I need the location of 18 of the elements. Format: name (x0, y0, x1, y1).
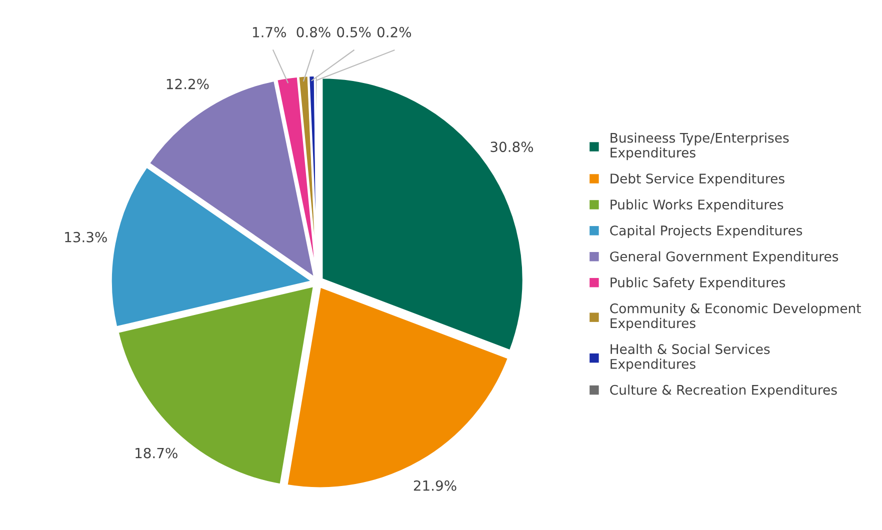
data-label: 0.2% (377, 26, 412, 38)
legend-label: Public Safety Expenditures (610, 277, 786, 290)
legend-label: Debt Service Expenditures (610, 173, 784, 186)
data-label: 12.2% (166, 78, 209, 90)
legend-label: Health & Social Services Expenditures (610, 344, 770, 372)
data-label: 0.8% (296, 26, 330, 38)
legend-label: General Government Expenditures (610, 251, 838, 264)
data-label: 30.8% (490, 142, 534, 152)
data-label: 13.3% (65, 232, 107, 242)
legend-label: Public Works Expenditures (610, 199, 784, 212)
legend-label: Culture & Recreation Expenditures (610, 384, 837, 398)
data-label: 21.9% (414, 480, 456, 491)
data-label: 18.7% (136, 448, 178, 458)
legend-label: Capital Projects Expenditures (610, 225, 802, 238)
data-label: 0.5% (337, 26, 371, 38)
data-label: 1.7% (252, 26, 286, 38)
legend-label: Busineess Type/Enterprises Expenditures (610, 132, 789, 160)
legend-label: Community & Economic Development Expenditures (610, 303, 861, 331)
